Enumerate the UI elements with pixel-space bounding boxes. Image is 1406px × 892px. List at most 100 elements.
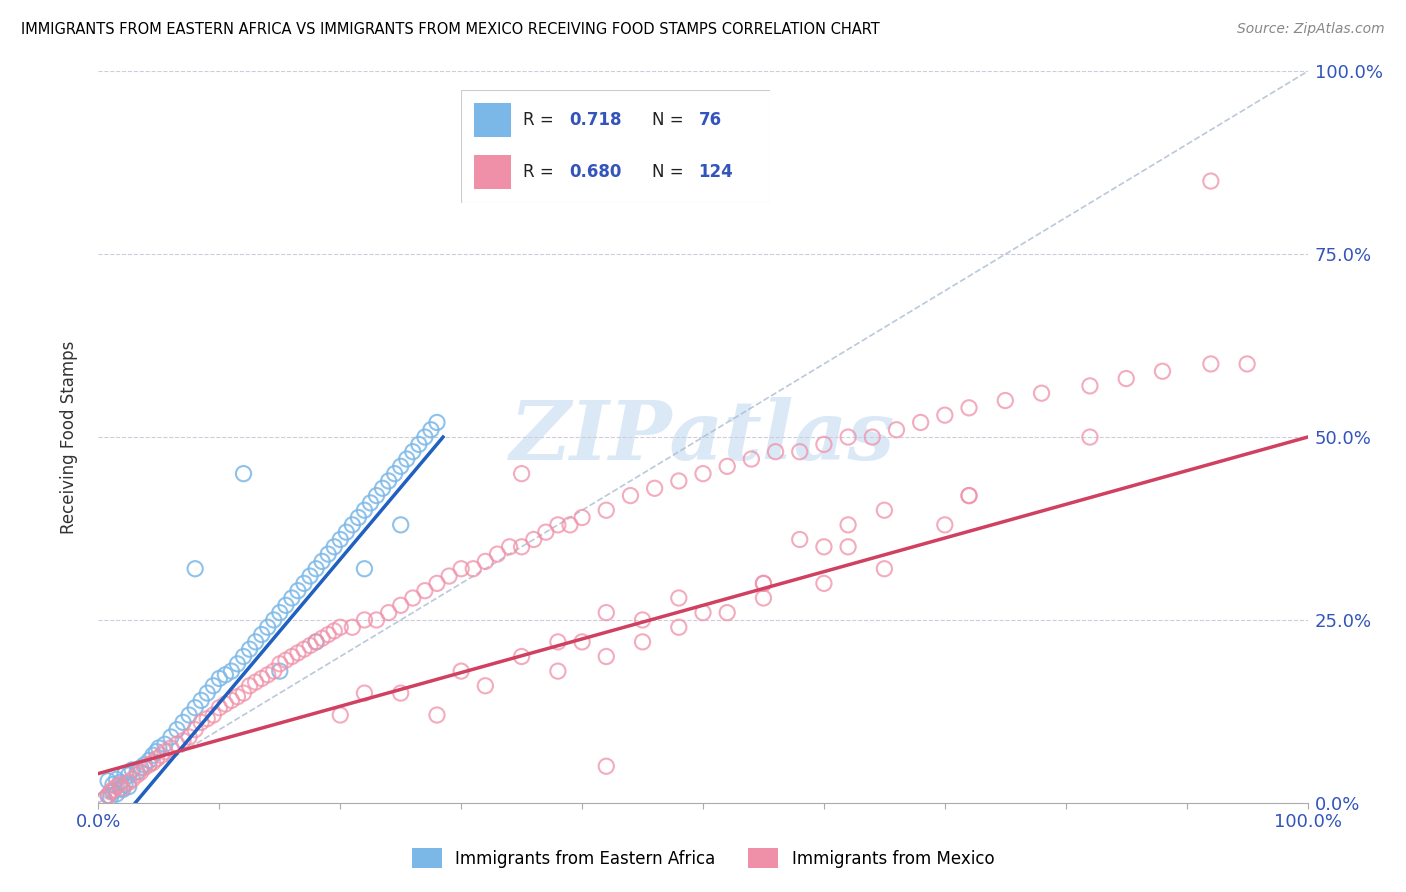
Point — [813, 437, 835, 451]
Point — [619, 489, 641, 503]
Point — [1199, 174, 1222, 188]
Point — [190, 693, 212, 707]
Point — [366, 489, 388, 503]
Point — [148, 740, 170, 755]
Point — [752, 591, 775, 605]
Point — [111, 781, 134, 796]
Point — [408, 437, 430, 451]
Point — [789, 533, 811, 547]
Point — [389, 517, 412, 532]
Point — [142, 756, 165, 770]
Point — [389, 459, 412, 474]
Point — [571, 635, 593, 649]
Point — [813, 576, 835, 591]
Point — [160, 740, 183, 755]
Point — [145, 745, 167, 759]
Point — [934, 517, 956, 532]
Point — [108, 781, 131, 796]
Point — [274, 599, 297, 613]
Point — [329, 533, 352, 547]
Point — [232, 649, 254, 664]
Point — [402, 444, 425, 458]
Point — [813, 540, 835, 554]
Point — [100, 789, 122, 804]
Point — [127, 765, 149, 780]
Point — [498, 540, 520, 554]
Point — [134, 757, 156, 772]
Point — [377, 474, 399, 488]
Point — [118, 780, 141, 794]
Point — [377, 606, 399, 620]
Y-axis label: Receiving Food Stamps: Receiving Food Stamps — [59, 341, 77, 533]
Point — [145, 752, 167, 766]
Point — [97, 789, 120, 803]
Point — [184, 700, 207, 714]
Point — [353, 562, 375, 576]
Point — [353, 613, 375, 627]
Point — [114, 766, 136, 780]
Point — [510, 540, 533, 554]
Point — [631, 613, 654, 627]
Point — [108, 775, 131, 789]
Point — [153, 737, 176, 751]
Point — [172, 733, 194, 747]
Point — [765, 444, 787, 458]
Point — [269, 657, 291, 671]
Point — [644, 481, 666, 495]
Point — [239, 679, 262, 693]
Point — [389, 686, 412, 700]
Point — [474, 554, 496, 568]
Point — [668, 474, 690, 488]
Point — [752, 576, 775, 591]
Point — [245, 635, 267, 649]
Point — [111, 782, 134, 797]
Point — [101, 782, 124, 797]
Point — [127, 768, 149, 782]
Point — [101, 778, 124, 792]
Point — [97, 773, 120, 788]
Point — [595, 649, 617, 664]
Point — [873, 562, 896, 576]
Point — [202, 679, 225, 693]
Point — [395, 452, 418, 467]
Text: IMMIGRANTS FROM EASTERN AFRICA VS IMMIGRANTS FROM MEXICO RECEIVING FOOD STAMPS C: IMMIGRANTS FROM EASTERN AFRICA VS IMMIGR… — [21, 22, 880, 37]
Point — [195, 686, 218, 700]
Point — [463, 562, 485, 576]
Point — [316, 627, 339, 641]
Point — [366, 613, 388, 627]
Point — [534, 525, 557, 540]
Point — [437, 569, 460, 583]
Point — [692, 467, 714, 481]
Point — [101, 785, 124, 799]
Point — [910, 416, 932, 430]
Point — [208, 700, 231, 714]
Point — [474, 679, 496, 693]
Point — [692, 606, 714, 620]
Point — [202, 708, 225, 723]
Point — [150, 748, 173, 763]
Point — [1236, 357, 1258, 371]
Point — [118, 775, 141, 789]
Point — [226, 657, 249, 671]
Point — [221, 664, 243, 678]
Point — [426, 416, 449, 430]
Point — [558, 517, 581, 532]
Point — [153, 745, 176, 759]
Point — [347, 510, 370, 524]
Point — [305, 635, 328, 649]
Point — [571, 510, 593, 524]
Point — [305, 562, 328, 576]
Point — [389, 599, 412, 613]
Point — [105, 780, 128, 794]
Point — [957, 489, 980, 503]
Point — [160, 730, 183, 744]
Point — [114, 778, 136, 792]
Point — [486, 547, 509, 561]
Point — [547, 664, 569, 678]
Point — [1078, 430, 1101, 444]
Point — [129, 765, 152, 780]
Point — [860, 430, 883, 444]
Point — [353, 503, 375, 517]
Point — [342, 517, 364, 532]
Point — [97, 789, 120, 803]
